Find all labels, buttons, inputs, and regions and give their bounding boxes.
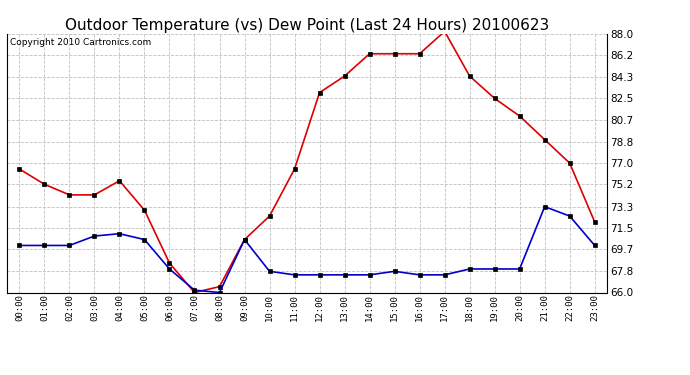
Title: Outdoor Temperature (vs) Dew Point (Last 24 Hours) 20100623: Outdoor Temperature (vs) Dew Point (Last… [65, 18, 549, 33]
Text: Copyright 2010 Cartronics.com: Copyright 2010 Cartronics.com [10, 38, 151, 46]
